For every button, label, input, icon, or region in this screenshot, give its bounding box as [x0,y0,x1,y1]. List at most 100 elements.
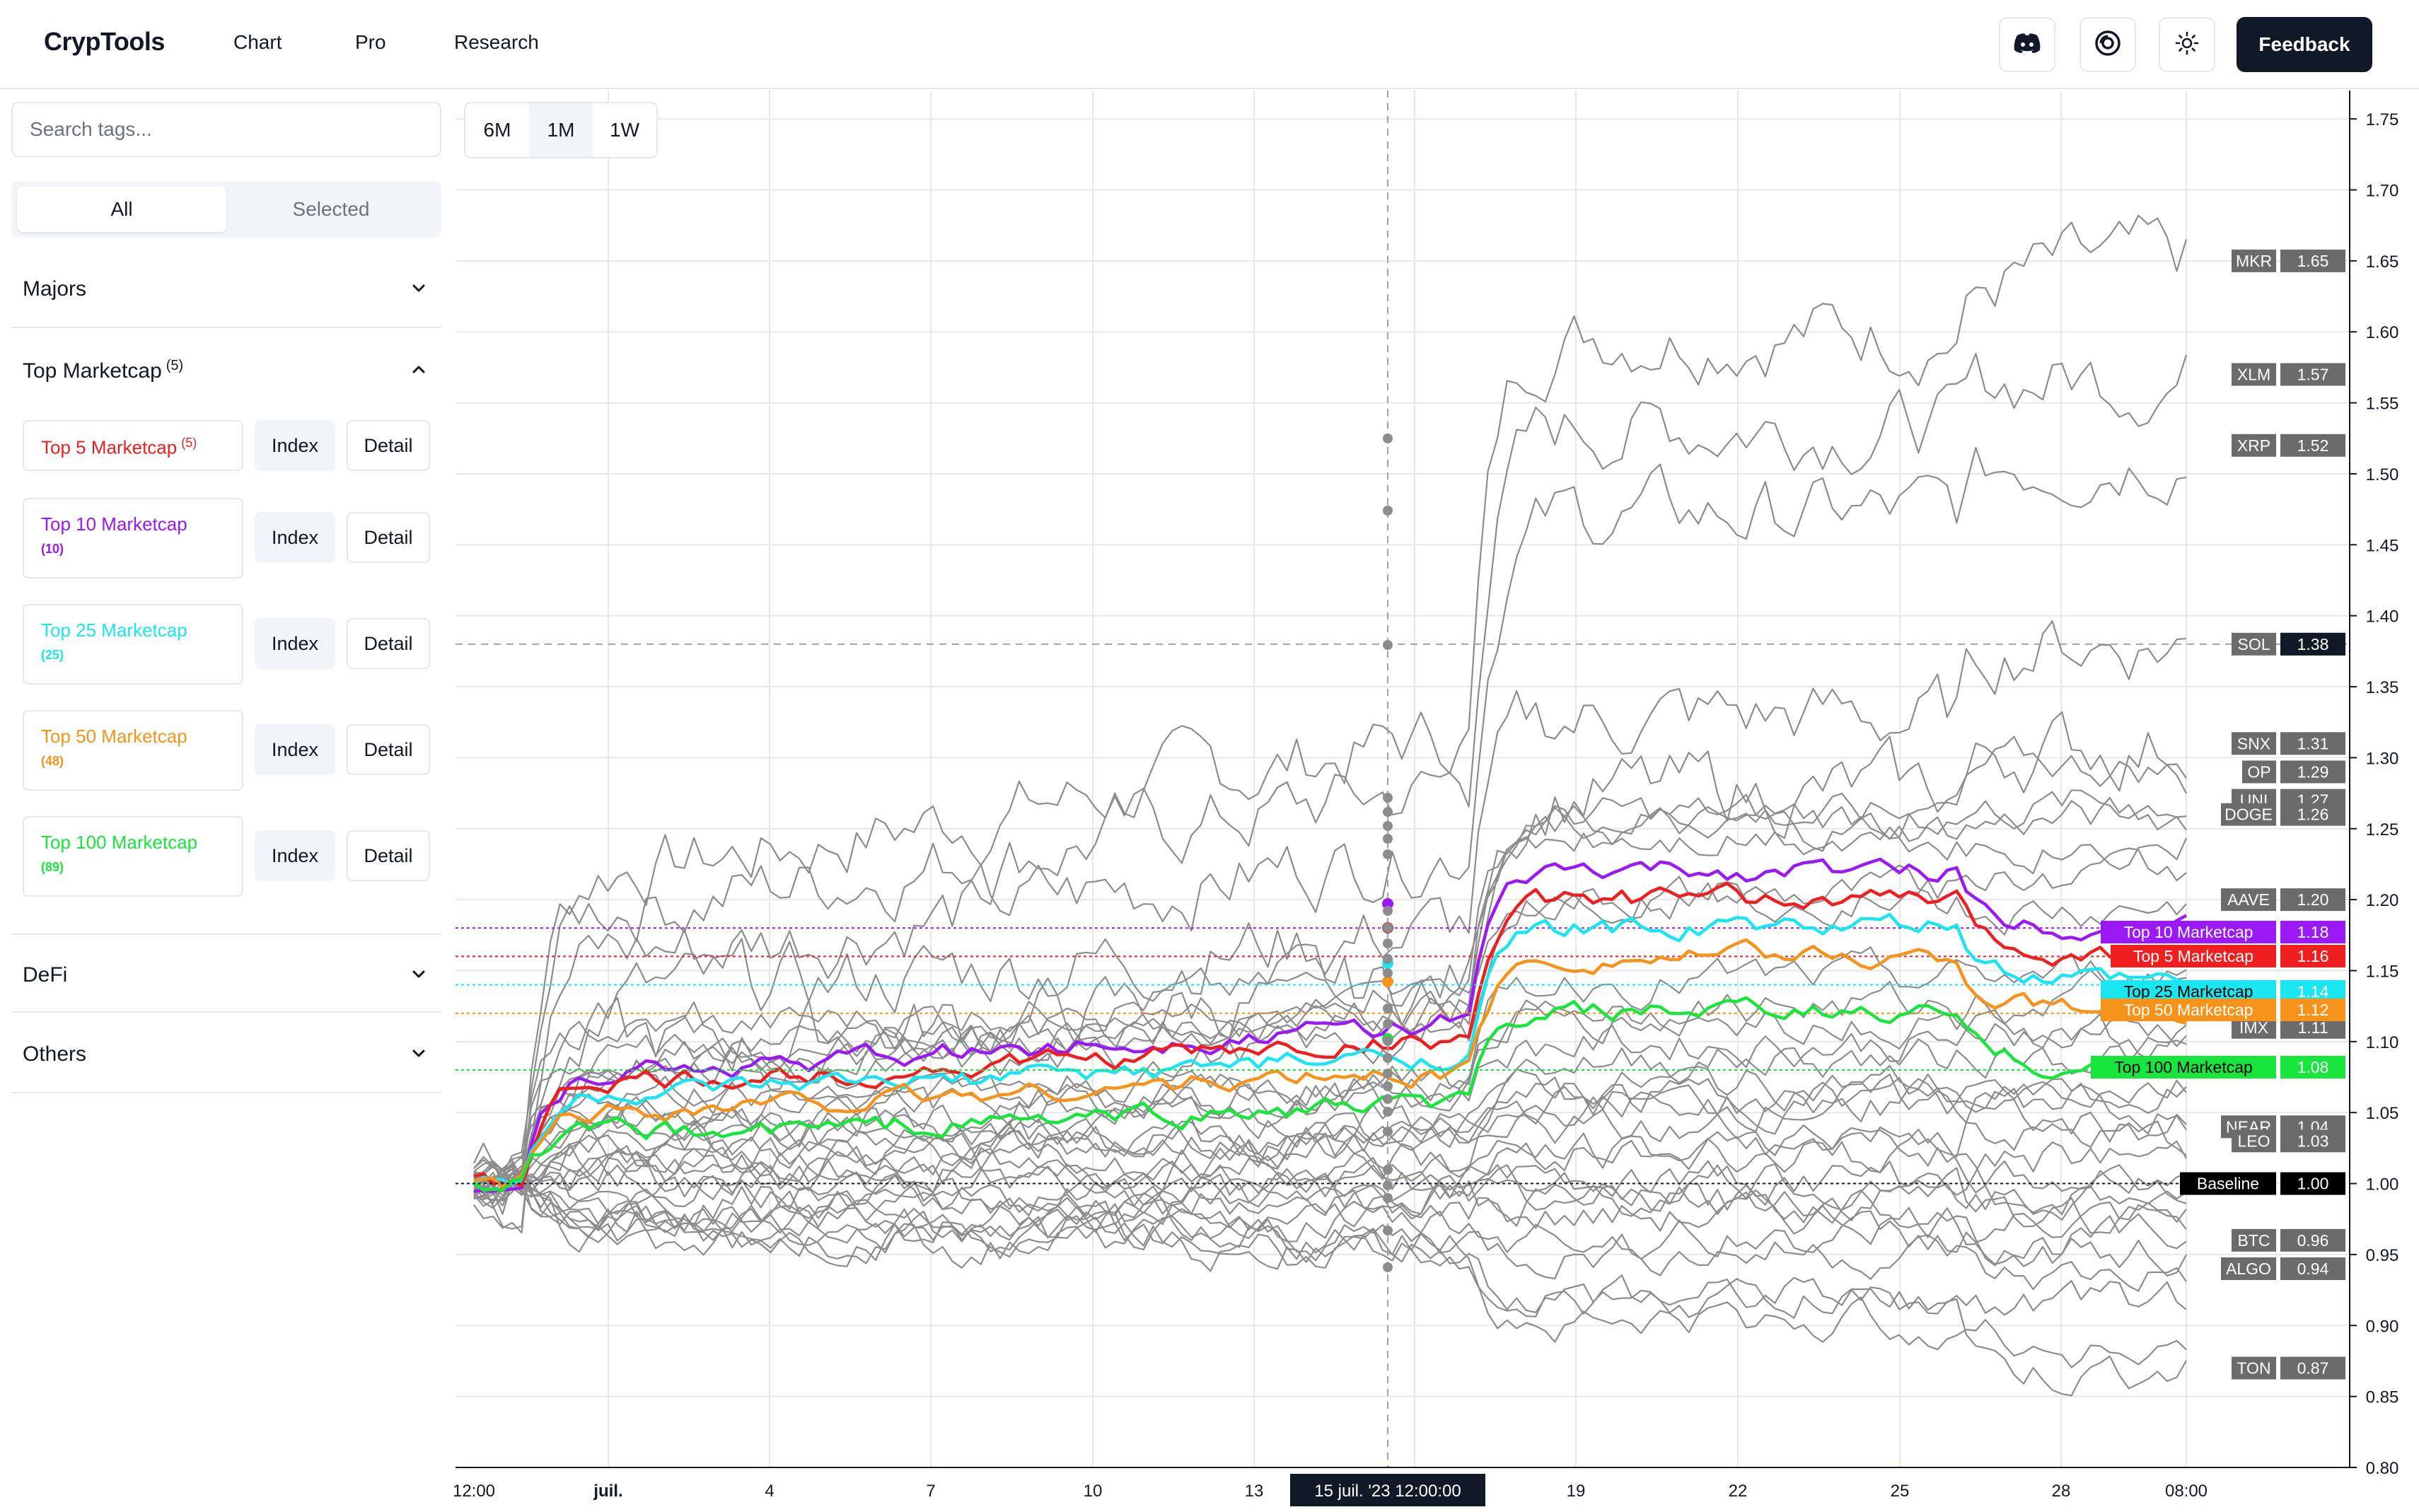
label-value-bg [2280,434,2345,457]
index-line [473,938,2187,1189]
asset-line [473,1174,2187,1292]
section-others[interactable]: Others [11,1014,441,1093]
range-6m-button[interactable]: 6M [483,119,511,141]
index-price-label: Top 25 Marketcap 1.14 [2101,980,2345,1003]
search-tags-input[interactable] [11,102,441,157]
detail-button[interactable]: Detail [347,420,430,471]
section-title: DeFi [23,963,68,987]
label-name: Top 5 Marketcap [2133,947,2253,965]
index-button[interactable]: Index [255,618,335,669]
asset-price-label: OP 1.29 [2242,760,2345,784]
tag-top-25-marketcap[interactable]: Top 25 Marketcap (25) [23,604,243,685]
label-name: XLM [2237,365,2270,383]
tab-all[interactable]: All [17,187,226,232]
asset-line [473,1009,2187,1193]
chevron-down-icon [412,1049,425,1057]
asset-line [473,1170,2187,1260]
y-tick-label: 1.35 [2366,678,2399,697]
y-tick-label: 1.05 [2366,1104,2399,1123]
label-name-bg [2232,789,2276,812]
label-value-bg [2280,760,2345,784]
asset-line [473,446,2187,1234]
top-nav-bar: CrypTools Chart Pro Research Feedback [0,0,2419,89]
asset-line [473,1165,2187,1368]
chart-axes: 0.80 0.85 0.90 0.95 1.00 1.05 1.10 1.15 1.20 1.25… [453,91,2398,1506]
asset-price-label: XLM 1.57 [2232,363,2345,386]
label-name-bg [2221,888,2276,912]
label-value: 1.08 [2297,1058,2329,1076]
y-tick-label: 0.95 [2366,1246,2399,1265]
detail-button[interactable]: Detail [347,830,430,881]
y-tick-label: 1.20 [2366,891,2399,910]
detail-button[interactable]: Detail [347,512,430,563]
label-name: XRP [2237,436,2270,455]
label-name-bg [2242,760,2276,784]
range-1m-button[interactable]: 1M [529,103,593,157]
index-button[interactable]: Index [255,830,335,881]
tag-top-50-marketcap[interactable]: Top 50 Marketcap (48) [23,710,243,791]
discord-button[interactable] [1999,17,2055,72]
target-button[interactable] [2079,17,2136,72]
theme-toggle-button[interactable] [2159,17,2215,72]
detail-button[interactable]: Detail [347,724,430,775]
index-price-label: Top 10 Marketcap 1.18 [2101,921,2345,943]
brand-logo[interactable]: CrypTools [44,27,165,56]
tag-top-5-marketcap[interactable]: Top 5 Marketcap (5) [23,420,243,471]
detail-button[interactable]: Detail [347,618,430,669]
index-line [472,996,2187,1192]
asset-line [473,1156,2187,1265]
label-value: 1.16 [2297,947,2329,965]
label-value: 0.87 [2297,1359,2329,1377]
asset-price-label: ALGO 0.94 [2221,1257,2345,1280]
tag-top-10-marketcap[interactable]: Top 10 Marketcap (10) [23,498,243,578]
x-tick-label: 10 [1084,1482,1103,1501]
crosshair-point [1383,954,1393,964]
asset-line [473,1162,2187,1221]
y-tick-label: 0.80 [2366,1459,2399,1478]
y-tick-label: 1.40 [2366,607,2399,627]
label-value-bg [2280,888,2345,912]
crosshair-point [1383,1165,1393,1175]
asset-line [473,847,2187,1196]
label-name-bg [2221,1115,2276,1139]
asset-price-label: SOL 1.38 [2232,632,2345,656]
label-value: 1.38 [2297,635,2329,653]
nav-link-research[interactable]: Research [454,31,539,53]
label-name-bg [2221,1257,2276,1280]
index-button[interactable]: Index [255,420,335,471]
label-value-bg [2280,1257,2345,1280]
label-value: 1.12 [2297,1001,2329,1019]
asset-price-label: IMX 1.11 [2232,1016,2345,1039]
time-range-selector: 6M 1M 1W [464,102,658,158]
nav-link-chart[interactable]: Chart [233,31,282,53]
index-button[interactable]: Index [255,724,335,775]
label-value: 1.20 [2297,890,2329,909]
label-name: Baseline [2197,1175,2259,1193]
section-defi[interactable]: DeFi [11,934,441,1013]
tag-count: (89) [41,860,64,874]
tag-top-100-marketcap[interactable]: Top 100 Marketcap (89) [23,816,243,897]
label-name: Top 50 Marketcap [2124,1001,2253,1019]
label-value-bg [2280,1228,2345,1252]
label-name: Top 10 Marketcap [2124,923,2253,941]
feedback-button[interactable]: Feedback [2237,17,2372,72]
label-name: BTC [2238,1231,2270,1250]
label-value-bg [2280,363,2345,386]
range-1w-button[interactable]: 1W [610,119,639,141]
nav-link-pro[interactable]: Pro [355,31,386,53]
label-value: 1.52 [2297,436,2329,455]
section-majors[interactable]: Majors [11,249,441,328]
y-tick-label: 1.45 [2366,536,2399,555]
asset-line [473,1156,2187,1319]
section-top-marketcap[interactable]: Top Marketcap (5) [11,330,441,409]
asset-line [473,352,2188,1177]
label-name-bg [2091,1056,2276,1078]
label-value-bg [2280,789,2345,812]
view-toggle: All Selected [11,181,441,238]
tab-selected[interactable]: Selected [292,198,370,220]
label-value-bg [2280,980,2345,1003]
crosshair-date-badge [1290,1474,1485,1506]
crosshair-value-label: 1.38 [2280,632,2345,656]
label-value-bg [2280,632,2345,656]
index-button[interactable]: Index [255,512,335,563]
